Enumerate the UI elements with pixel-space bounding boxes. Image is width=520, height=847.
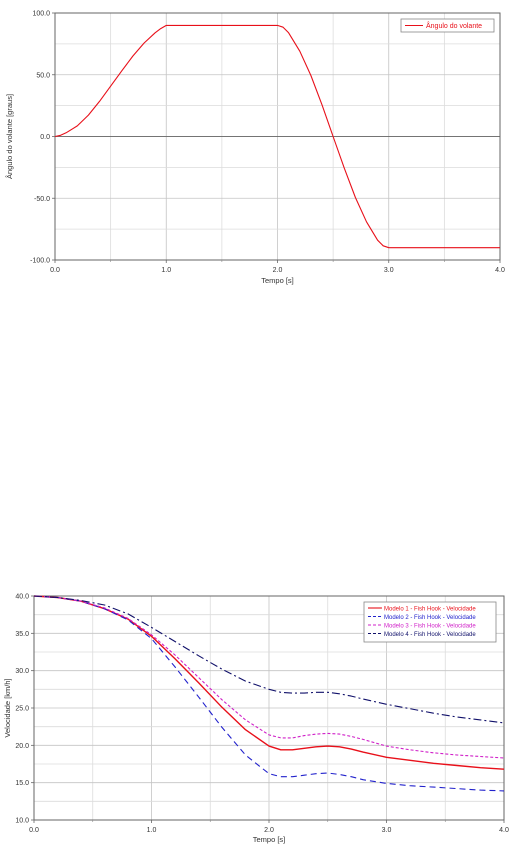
x-tick-label: 4.0 (495, 267, 505, 274)
series-line-3 (33, 595, 505, 759)
x-tick-label: 0.0 (29, 827, 39, 834)
y-tick-label: -100.0 (30, 258, 50, 265)
angle-chart: 0.0 1.0 2.0 3.0 4.0 100.0 50.0 0.0 -50.0 -100.0 Te… (5, 11, 505, 286)
legend-label-4: Modelo 4 - Fish Hook - Velocidade (384, 632, 476, 638)
y-tick-label: 30.0 (15, 668, 29, 675)
y-tick-label: 100.0 (32, 11, 50, 18)
x-tick-label: 4.0 (499, 827, 509, 834)
y-tick-label: 50.0 (36, 72, 50, 79)
series-group (54, 24, 500, 249)
legend-label-3: Modelo 3 - Fish Hook - Velocidade (384, 624, 476, 630)
x-tick-label: 0.0 (50, 267, 60, 274)
legend-box (363, 601, 497, 643)
series-group (33, 595, 505, 792)
y-axis-label: Ângulo do volante [graus] (5, 94, 14, 179)
series-line-4 (33, 595, 505, 724)
legend-box (400, 18, 495, 33)
legend-label-2: Modelo 2 - Fish Hook - Velocidade (384, 615, 476, 621)
x-axis-label: Tempo [s] (261, 276, 294, 285)
legend: Ângulo do volante (400, 18, 495, 33)
x-tick-label: 1.0 (147, 827, 157, 834)
series-line-1 (54, 24, 500, 249)
series-line-1 (33, 595, 505, 770)
y-tick-label: 0.0 (40, 134, 50, 141)
legend-label-1: Modelo 1 - Fish Hook - Velocidade (384, 607, 476, 613)
legend-label-1: Ângulo do volante (426, 21, 482, 30)
y-tick-label: 10.0 (15, 818, 29, 825)
x-axis-label: Tempo [s] (253, 835, 286, 844)
speed-chart: 0.0 1.0 2.0 3.0 4.0 40.0 35.0 30.0 25.0 20.0 15.0 1… (3, 594, 509, 845)
y-tick-label: 15.0 (15, 780, 29, 787)
x-tick-label: 3.0 (384, 267, 394, 274)
grid (55, 13, 500, 260)
x-tick-label: 2.0 (264, 827, 274, 834)
y-tick-label: 40.0 (15, 594, 29, 601)
x-tick-label: 2.0 (273, 267, 283, 274)
x-tick-label: 3.0 (382, 827, 392, 834)
x-tick-label: 1.0 (161, 267, 171, 274)
y-tick-label: 20.0 (15, 743, 29, 750)
y-tick-label: -50.0 (34, 196, 50, 203)
legend: Modelo 1 - Fish Hook - Velocidade Modelo … (363, 601, 497, 643)
series-line-2 (33, 595, 505, 792)
y-tick-label: 35.0 (15, 631, 29, 638)
y-tick-label: 25.0 (15, 706, 29, 713)
y-axis-label: Velocidade [km/h] (3, 678, 12, 737)
